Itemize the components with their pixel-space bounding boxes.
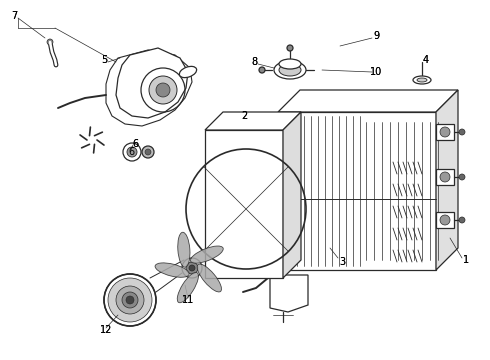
Text: 11: 11	[182, 295, 194, 305]
Bar	[436, 169, 454, 185]
Text: 11: 11	[182, 295, 194, 305]
Circle shape	[459, 217, 465, 223]
Circle shape	[123, 143, 141, 161]
Circle shape	[108, 278, 152, 322]
Circle shape	[122, 292, 138, 308]
Circle shape	[156, 83, 170, 97]
Circle shape	[116, 286, 144, 314]
Ellipse shape	[179, 66, 196, 78]
Polygon shape	[283, 112, 301, 278]
Polygon shape	[270, 275, 308, 312]
Circle shape	[189, 265, 195, 271]
Text: 3: 3	[339, 257, 345, 267]
Text: 6: 6	[132, 139, 138, 149]
Text: 9: 9	[373, 31, 379, 41]
Circle shape	[259, 67, 265, 73]
Ellipse shape	[191, 246, 223, 263]
Ellipse shape	[197, 264, 221, 292]
Text: 9: 9	[373, 31, 379, 41]
Ellipse shape	[279, 64, 301, 76]
Circle shape	[127, 147, 137, 157]
Text: 6: 6	[128, 147, 134, 157]
Text: 8: 8	[251, 57, 257, 67]
Circle shape	[440, 172, 450, 182]
Polygon shape	[436, 90, 458, 270]
Text: 4: 4	[423, 55, 429, 65]
Text: 2: 2	[241, 111, 247, 121]
Polygon shape	[205, 112, 301, 130]
Circle shape	[126, 296, 134, 304]
Circle shape	[149, 76, 177, 104]
Text: 3: 3	[339, 257, 345, 267]
Bar	[205, 130, 283, 278]
Circle shape	[250, 128, 256, 134]
Text: 10: 10	[370, 67, 382, 77]
Circle shape	[459, 174, 465, 180]
Ellipse shape	[155, 263, 189, 277]
Ellipse shape	[279, 59, 301, 69]
Bar	[436, 212, 454, 228]
Circle shape	[459, 129, 465, 135]
Text: 2: 2	[241, 111, 247, 121]
Polygon shape	[116, 48, 188, 118]
Ellipse shape	[274, 61, 306, 79]
Text: 1: 1	[463, 255, 469, 265]
Ellipse shape	[413, 76, 431, 84]
Ellipse shape	[178, 232, 190, 267]
Ellipse shape	[417, 78, 427, 82]
Text: 6: 6	[132, 139, 138, 149]
Circle shape	[440, 215, 450, 225]
Polygon shape	[278, 90, 458, 112]
Text: 10: 10	[370, 67, 382, 77]
Text: 12: 12	[100, 325, 112, 335]
Ellipse shape	[177, 273, 198, 303]
Circle shape	[145, 149, 151, 155]
Text: 5: 5	[101, 55, 107, 65]
Circle shape	[142, 146, 154, 158]
Circle shape	[287, 45, 293, 51]
Text: 7: 7	[11, 11, 17, 21]
Text: 12: 12	[100, 325, 112, 335]
Text: 1: 1	[463, 255, 469, 265]
Text: 5: 5	[101, 55, 107, 65]
Circle shape	[47, 39, 53, 45]
Text: 7: 7	[11, 11, 17, 21]
Text: 8: 8	[251, 57, 257, 67]
Circle shape	[182, 258, 202, 278]
Bar	[278, 112, 436, 270]
Circle shape	[186, 262, 198, 274]
Bar	[436, 124, 454, 140]
Text: 4: 4	[423, 55, 429, 65]
Circle shape	[248, 126, 258, 136]
Circle shape	[440, 127, 450, 137]
